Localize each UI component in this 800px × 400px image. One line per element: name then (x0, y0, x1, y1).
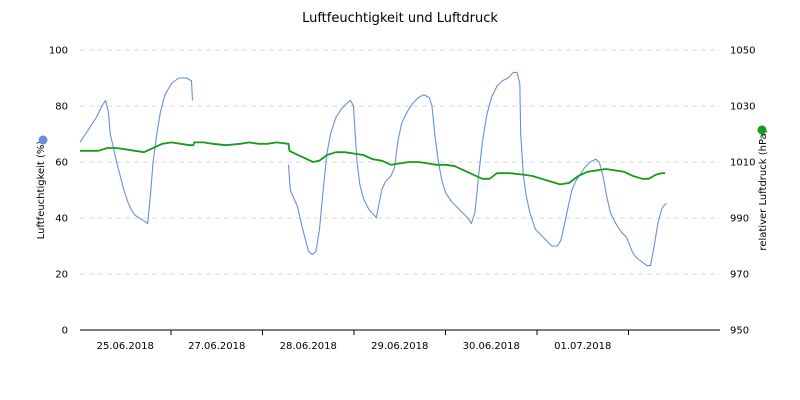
left-y-axis-ticks: 0 20 40 60 80 100 (49, 46, 68, 337)
left-y-tick-label: 80 (55, 102, 68, 113)
x-tick-label: 27.06.2018 (188, 341, 245, 352)
x-tick-label: 30.06.2018 (463, 341, 520, 352)
right-y-tick-label: 970 (730, 270, 749, 281)
x-tick-label: 28.06.2018 (280, 341, 337, 352)
legend-marker-pressure (757, 125, 767, 135)
right-y-axis-ticks: 950 970 990 1010 1030 1050 (730, 46, 755, 337)
grid-lines (80, 49, 720, 275)
left-y-tick-label: 40 (55, 214, 68, 225)
right-y-axis-label: relativer Luftdruck (hPa) (758, 129, 769, 250)
pressure-line-segment-0 (80, 141, 666, 186)
right-y-tick-label: 990 (730, 214, 749, 225)
right-y-tick-label: 1030 (730, 102, 755, 113)
humidity-line-segment-0 (79, 77, 194, 225)
x-axis-ticks: 25.06.2018 27.06.2018 28.06.2018 29.06.2018… (97, 330, 629, 352)
left-y-tick-label: 100 (49, 46, 68, 57)
left-y-tick-label: 0 (62, 326, 68, 337)
left-y-tick-label: 20 (55, 270, 68, 281)
legend-marker-humidity (38, 135, 48, 145)
x-tick-label: 25.06.2018 (97, 341, 154, 352)
humidity-line-segment-1 (287, 71, 667, 267)
right-y-tick-label: 1050 (730, 46, 755, 57)
right-y-tick-label: 950 (730, 326, 749, 337)
x-tick-label: 01.07.2018 (554, 341, 611, 352)
right-y-tick-label: 1010 (730, 158, 755, 169)
left-y-axis-label: Luftfeuchtigkeit (%) (36, 141, 47, 240)
series-lines (79, 71, 667, 267)
chart-title: Luftfeuchtigkeit und Luftdruck (302, 11, 498, 26)
x-tick-label: 29.06.2018 (371, 341, 428, 352)
left-y-tick-label: 60 (55, 158, 68, 169)
